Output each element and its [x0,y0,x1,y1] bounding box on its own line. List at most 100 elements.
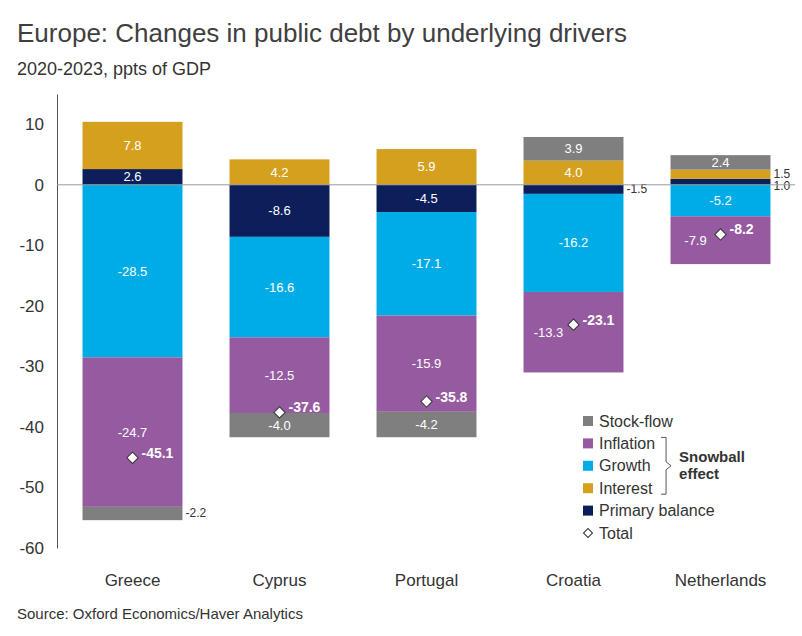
y-tick: -10 [19,236,57,255]
total-marker [568,319,579,330]
data-label: -15.9 [412,356,442,371]
total-label: -35.8 [436,389,468,405]
bar-segment [230,413,330,437]
y-tick: -60 [19,539,57,558]
bar-segment [524,137,624,161]
bar-segment [83,507,183,520]
x-tick-label: Croatia [546,571,601,590]
bar-segment [671,216,771,264]
data-label: -7.9 [684,233,706,248]
y-tick-label: -50 [19,478,44,497]
bar-segment [671,179,771,185]
bar-segment [377,185,477,212]
y-axis-line [57,95,58,549]
bar-segment [83,185,183,358]
data-label: -13.3 [534,325,564,340]
x-tick-label: Netherlands [675,571,767,590]
bar-segment [524,194,624,292]
data-labels: 2.6-8.6-4.57.84.25.94.0-28.5-16.6-17.1-1… [118,138,791,521]
data-label: 2.4 [711,155,729,170]
data-label: -28.5 [118,264,148,279]
x-tick: Cyprus [253,562,307,590]
legend-label: Interest [599,480,653,497]
zero-line [57,184,795,185]
total-marker [127,452,138,463]
data-label: -2.2 [185,506,206,520]
y-tick-label: 0 [35,176,44,195]
legend-label: Primary balance [599,502,715,519]
bar-segment [83,169,183,185]
total-label: -8.2 [730,221,754,237]
y-tick-label: -40 [19,418,44,437]
subtitle: 2020-2023, ppts of GDP [17,59,211,79]
data-label: -24.7 [118,425,148,440]
x-tick: Netherlands [675,562,767,590]
legend-label: Total [599,525,633,542]
y-tick: -30 [19,357,57,376]
bar-segment [377,412,477,437]
total-label: -45.1 [142,445,174,461]
legend-item: Inflation [583,435,655,452]
legend-swatch [583,438,593,448]
bar-segment [377,316,477,412]
x-tick-label: Cyprus [253,571,307,590]
annotation-line: effect [679,465,719,482]
annotation: Snowballeffect [679,448,745,482]
bar-segment [83,357,183,507]
legend-swatch [583,461,593,471]
bar-segment [671,170,771,179]
data-label: -16.2 [559,235,589,250]
y-tick-label: -60 [19,539,44,558]
bar-segment [671,185,771,216]
total-marker [421,396,432,407]
data-label: 4.0 [564,165,582,180]
legend-item: Interest [583,480,653,497]
y-tick-label: -30 [19,357,44,376]
data-label: -17.1 [412,256,442,271]
y-tick-label: -20 [19,297,44,316]
y-tick: -40 [19,418,57,437]
data-label: 3.9 [564,141,582,156]
data-label: 1.0 [773,179,790,193]
data-label: -16.6 [265,280,295,295]
y-tick-label: 10 [25,115,44,134]
bar-segment [524,292,624,373]
bar-segment [524,185,624,194]
y-tick: -20 [19,297,57,316]
total-marker [274,407,285,418]
legend-item: Growth [583,457,651,474]
data-label: 7.8 [123,138,141,153]
data-label: -12.5 [265,368,295,383]
bar-segment [671,155,771,170]
bar-segment [230,237,330,337]
data-label: -4.5 [415,191,437,206]
plot-marks [83,122,771,520]
x-tick: Greece [105,562,161,590]
annotation-bracket [661,437,671,494]
bar-segment [83,122,183,169]
data-label: 4.2 [270,165,288,180]
data-label: -4.0 [268,418,290,433]
chart: Europe: Changes in public debt by underl… [0,0,802,636]
legend-swatch [583,483,593,493]
y-tick-label: -10 [19,236,44,255]
bar-segment [524,161,624,185]
x-axis: GreeceCyprusPortugalCroatiaNetherlands [105,562,767,590]
legend-label: Stock-flow [599,413,673,430]
legend: Stock-flow Inflation Growth Interest Primary… [583,413,745,542]
x-tick: Croatia [546,562,601,590]
y-tick: -50 [19,478,57,497]
total-label: -23.1 [583,312,615,328]
legend-item: Stock-flow [583,413,673,430]
y-tick: 0 [35,176,57,195]
source: Source: Oxford Economics/Haver Analytics [17,605,303,622]
y-axis: -60 -50 -40 -30 -20 -10 0 10 [19,95,57,558]
legend-label: Growth [599,457,651,474]
bar-segment [230,159,330,184]
total-label: -37.6 [289,399,321,415]
total-marker [715,229,726,240]
bar-segment [377,149,477,185]
data-label: 2.6 [123,169,141,184]
data-label: 5.9 [417,159,435,174]
legend-label: Inflation [599,435,655,452]
